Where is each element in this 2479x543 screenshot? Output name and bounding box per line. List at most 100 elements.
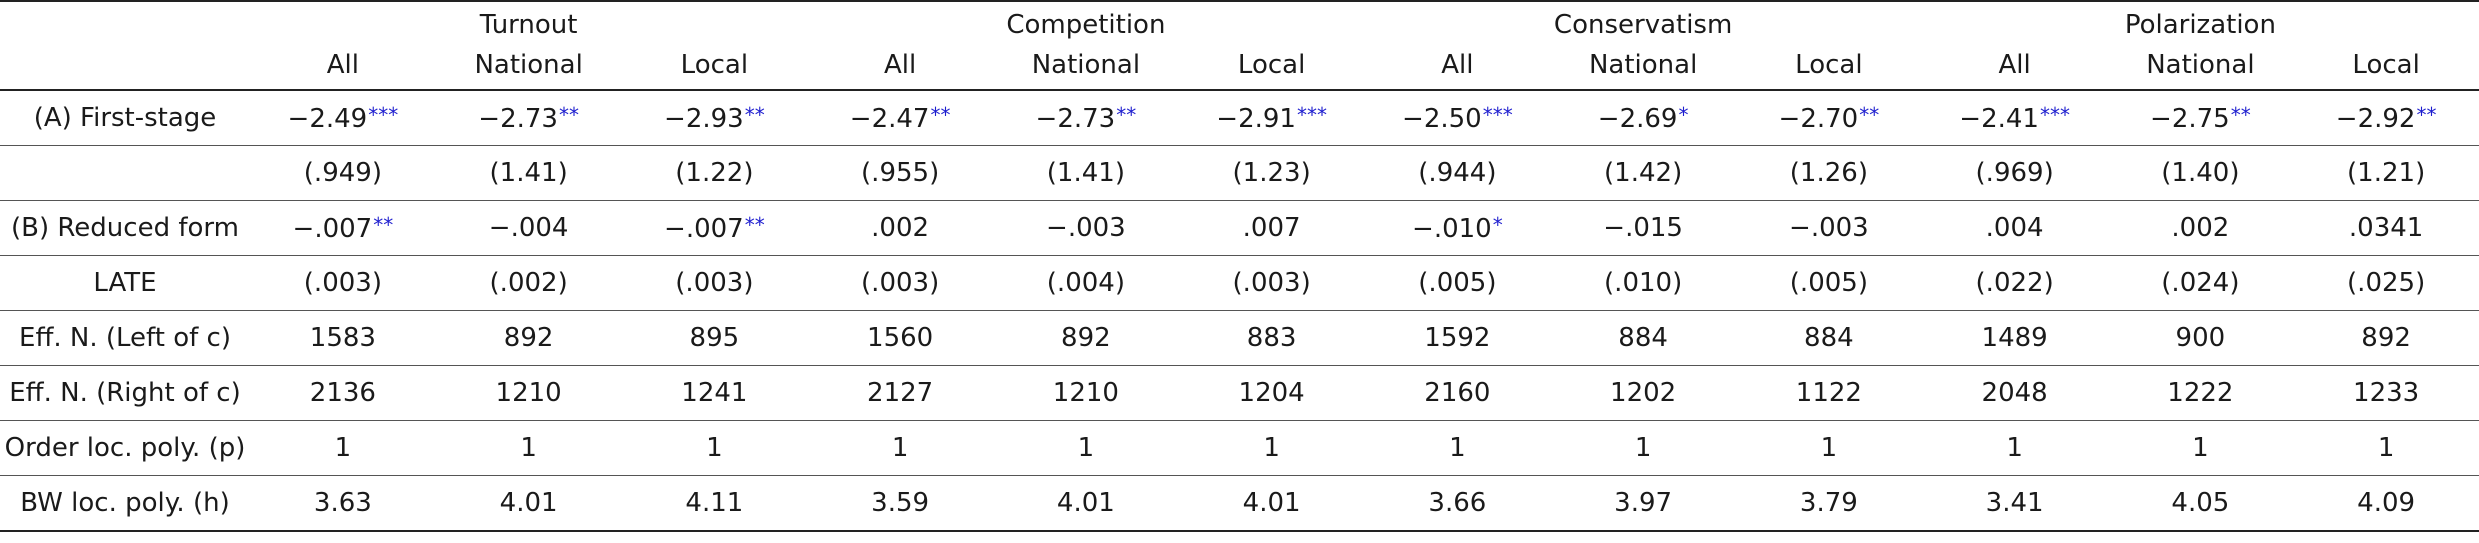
significance-stars: ** — [744, 212, 765, 237]
significance-stars: ** — [930, 102, 951, 127]
row-label: (A) First-stage — [0, 89, 250, 146]
significance-stars: ** — [2230, 102, 2251, 127]
cell-value: 1210 — [495, 378, 562, 408]
cell-value: 4.01 — [499, 488, 558, 518]
cell-value: −2.92 — [2335, 103, 2416, 134]
cell-value: (1.40) — [2161, 158, 2240, 188]
table-cell: −.003 — [993, 200, 1179, 256]
cell-value: −2.73 — [1035, 103, 1116, 134]
table-cell: 4.05 — [2107, 475, 2294, 532]
table-cell: .007 — [1178, 200, 1365, 256]
table-cell: 1 — [621, 420, 808, 476]
table-cell: (1.41) — [435, 145, 622, 201]
cell-value: 892 — [503, 323, 554, 353]
table-cell: 1233 — [2293, 365, 2479, 421]
table-cell: 1 — [993, 420, 1179, 476]
cell-value: −2.75 — [2150, 103, 2230, 134]
cell-value: (1.42) — [1604, 158, 1683, 188]
table-cell: 1122 — [1736, 365, 1922, 421]
table-cell: 1 — [1364, 420, 1551, 476]
cell-value: 1241 — [681, 378, 748, 408]
significance-stars: *** — [1482, 102, 1513, 127]
table-cell: 1 — [807, 420, 993, 476]
cell-value: 1 — [1820, 433, 1838, 463]
table-cell: .002 — [807, 200, 993, 256]
table-cell: .004 — [1921, 200, 2108, 256]
cell-value: 900 — [2175, 323, 2226, 353]
table-cell: (.010) — [1550, 255, 1736, 311]
table-cell: (1.21) — [2293, 145, 2479, 201]
table-cell: −2.92** — [2293, 89, 2479, 146]
cell-value: −.007 — [664, 213, 744, 244]
significance-stars: ** — [2416, 102, 2437, 127]
cell-value: (.025) — [2347, 268, 2426, 298]
column-header: All — [1441, 49, 1474, 80]
table-cell: 884 — [1736, 310, 1922, 366]
cell-value: −2.93 — [664, 103, 744, 134]
cell-value: 4.01 — [1242, 488, 1301, 518]
table-cell: −2.93** — [621, 89, 808, 146]
cell-value: 1202 — [1610, 378, 1677, 408]
column-header: National — [1588, 49, 1698, 80]
table-cell: 3.79 — [1736, 475, 1922, 532]
cell-value: (.024) — [2161, 268, 2240, 298]
table-cell: 4.01 — [1178, 475, 1365, 532]
cell-value: (.003) — [861, 268, 940, 298]
significance-stars: ** — [373, 212, 394, 237]
cell-value: .002 — [871, 213, 930, 243]
column-header: All — [326, 49, 359, 80]
table-cell: 1204 — [1178, 365, 1365, 421]
table-cell: 1202 — [1550, 365, 1736, 421]
table-cell: −2.69* — [1550, 89, 1736, 146]
table-cell: 1210 — [435, 365, 622, 421]
cell-value: (.022) — [1975, 268, 2054, 298]
column-header: Local — [1237, 49, 1306, 80]
table-cell: −2.50*** — [1364, 89, 1551, 146]
table-cell: 1 — [1736, 420, 1922, 476]
table-cell: 895 — [621, 310, 808, 366]
corner-cell — [0, 0, 250, 40]
table-cell: (.002) — [435, 255, 622, 311]
table-cell: 892 — [2293, 310, 2479, 366]
cell-value: 1 — [1449, 433, 1466, 463]
cell-value: (1.41) — [1046, 158, 1125, 188]
table-cell: 2127 — [807, 365, 993, 421]
row-label: Eff. N. (Right of c) — [0, 365, 250, 421]
cell-value: 1 — [891, 433, 909, 463]
table-cell: 1583 — [250, 310, 436, 366]
cell-value: −2.47 — [849, 103, 930, 134]
table-cell: .002 — [2107, 200, 2294, 256]
cell-value: 1489 — [1981, 323, 2048, 353]
cell-value: (1.41) — [489, 158, 568, 188]
row-label: Eff. N. (Left of c) — [0, 310, 250, 366]
table-cell: (.955) — [807, 145, 993, 201]
table-cell: 892 — [993, 310, 1179, 366]
cell-value: 1233 — [2353, 378, 2420, 408]
significance-stars: * — [1492, 212, 1503, 237]
cell-value: −2.73 — [478, 103, 558, 134]
cell-value: (.003) — [1232, 268, 1311, 298]
table-cell: −.010* — [1364, 200, 1551, 256]
cell-value: 1 — [520, 433, 537, 463]
table-cell: (1.41) — [993, 145, 1179, 201]
table-cell: −.007** — [250, 200, 436, 256]
table-cell: (1.23) — [1178, 145, 1365, 201]
significance-stars: * — [1678, 102, 1689, 127]
cell-value: 3.41 — [1985, 488, 2044, 518]
table-cell: 4.01 — [435, 475, 622, 532]
column-header: Local — [680, 49, 749, 80]
table-cell: (.969) — [1921, 145, 2108, 201]
cell-value: 1 — [2192, 433, 2209, 463]
cell-value: −.004 — [488, 213, 569, 243]
cell-value: (1.21) — [2347, 158, 2426, 188]
cell-value: 3.63 — [313, 488, 372, 518]
cell-value: 1583 — [309, 323, 376, 353]
table-cell: (.003) — [1178, 255, 1365, 311]
significance-stars: *** — [368, 102, 399, 127]
table-cell: 1210 — [993, 365, 1179, 421]
table-cell: 4.11 — [621, 475, 808, 532]
table-cell: 1592 — [1364, 310, 1551, 366]
column-header: All — [1998, 49, 2031, 80]
table-cell: (.949) — [250, 145, 436, 201]
